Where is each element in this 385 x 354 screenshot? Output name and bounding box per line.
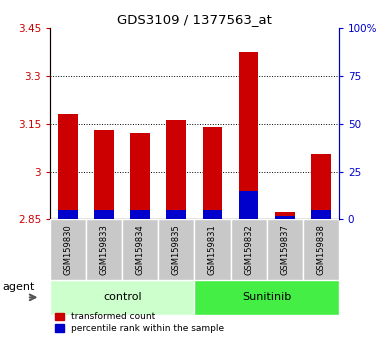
Bar [122, 219, 158, 280]
Bar [239, 52, 258, 219]
Bar [303, 219, 339, 280]
Bar [94, 130, 114, 219]
Bar [58, 114, 78, 219]
Bar [166, 120, 186, 219]
Bar [231, 219, 266, 280]
Bar [203, 127, 223, 219]
Text: GSM159837: GSM159837 [280, 224, 289, 275]
Text: GSM159831: GSM159831 [208, 224, 217, 275]
Bar [194, 219, 231, 280]
Bar [158, 219, 194, 280]
Text: control: control [103, 292, 142, 302]
Title: GDS3109 / 1377563_at: GDS3109 / 1377563_at [117, 13, 272, 26]
Text: GSM159838: GSM159838 [316, 224, 325, 275]
Bar [94, 210, 114, 219]
Text: GSM159832: GSM159832 [244, 224, 253, 275]
Bar [131, 133, 150, 219]
Bar [203, 210, 223, 219]
Bar [131, 210, 150, 219]
Bar [166, 210, 186, 219]
Bar [86, 219, 122, 280]
Text: agent: agent [2, 282, 34, 292]
Bar [50, 280, 194, 315]
Bar [58, 210, 78, 219]
Bar [275, 216, 295, 219]
Bar [275, 212, 295, 219]
Legend: transformed count, percentile rank within the sample: transformed count, percentile rank withi… [55, 313, 224, 333]
Bar [239, 191, 258, 219]
Bar [311, 210, 331, 219]
Text: GSM159835: GSM159835 [172, 224, 181, 275]
Bar [311, 154, 331, 219]
Bar [50, 219, 86, 280]
Text: Sunitinib: Sunitinib [242, 292, 291, 302]
Bar [266, 219, 303, 280]
Text: GSM159830: GSM159830 [64, 224, 73, 275]
Bar [194, 280, 339, 315]
Text: GSM159834: GSM159834 [136, 224, 145, 275]
Text: GSM159833: GSM159833 [100, 224, 109, 275]
